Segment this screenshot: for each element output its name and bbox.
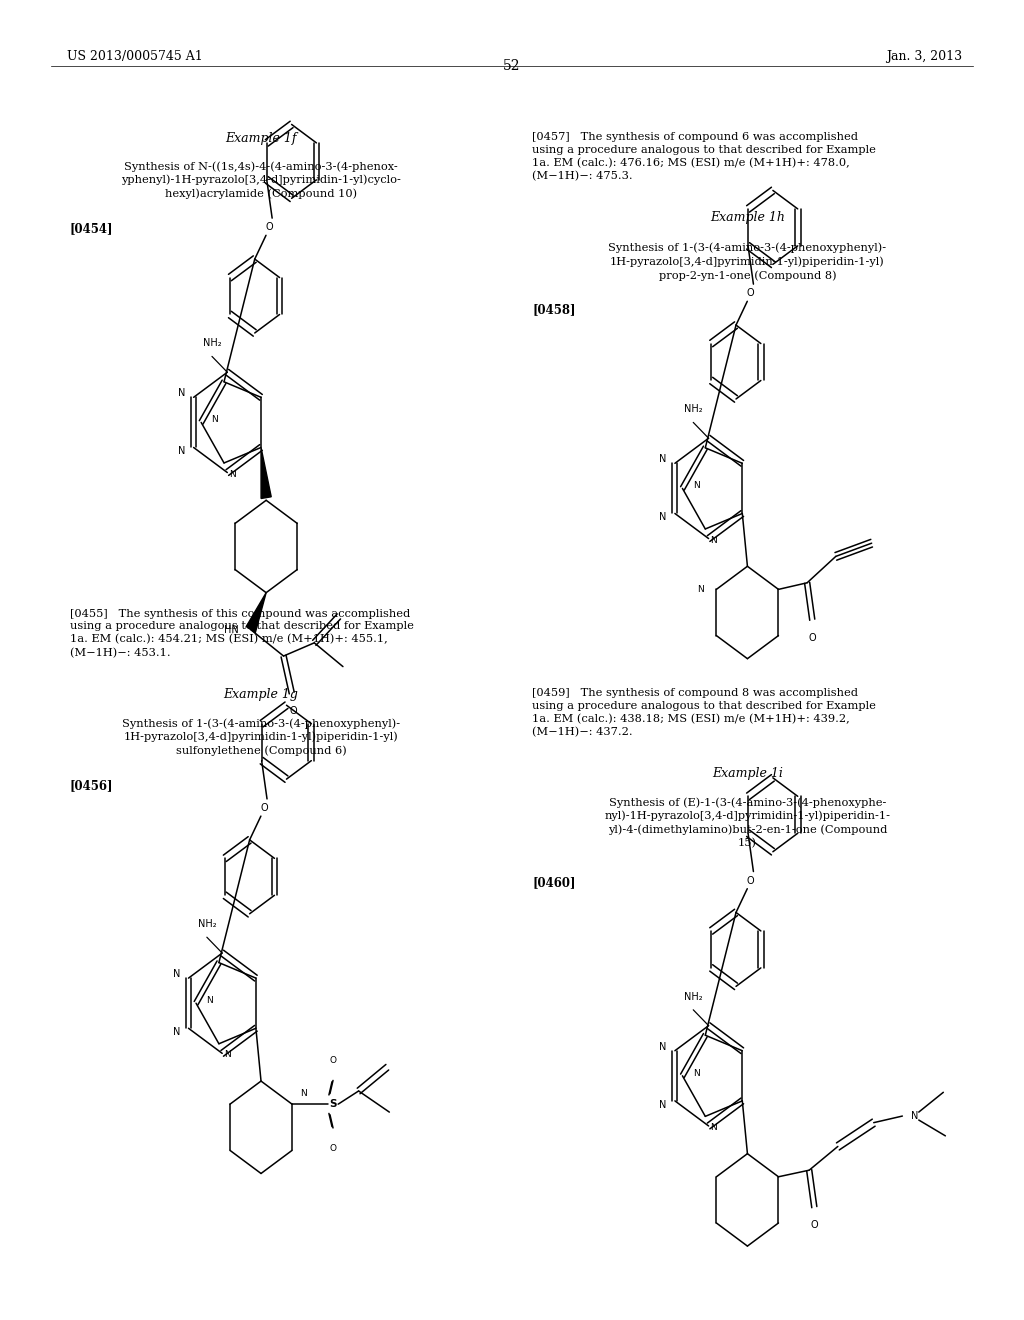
Text: NH₂: NH₂: [684, 404, 702, 414]
Text: Synthesis of N-((1s,4s)-4-(4-amino-3-(4-phenox-
yphenyl)-1H-pyrazolo[3,4-d]pyrim: Synthesis of N-((1s,4s)-4-(4-amino-3-(4-…: [121, 161, 401, 199]
Text: [0456]: [0456]: [70, 779, 113, 792]
Text: O: O: [330, 1143, 337, 1152]
Text: NH₂: NH₂: [684, 991, 702, 1002]
Text: [0457]   The synthesis of compound 6 was accomplished
using a procedure analogou: [0457] The synthesis of compound 6 was a…: [532, 132, 877, 181]
Text: O: O: [746, 875, 754, 886]
Text: Example 1f: Example 1f: [225, 132, 297, 145]
Text: NH₂: NH₂: [198, 919, 216, 929]
Text: N: N: [659, 454, 667, 465]
Text: Example 1g: Example 1g: [223, 688, 299, 701]
Text: N: N: [223, 1051, 230, 1060]
Polygon shape: [261, 447, 271, 499]
Text: US 2013/0005745 A1: US 2013/0005745 A1: [67, 50, 203, 63]
Text: O: O: [290, 706, 298, 717]
Polygon shape: [247, 593, 266, 632]
Text: N: N: [173, 969, 180, 979]
Text: Synthesis of 1-(3-(4-amino-3-(4-phenoxyphenyl)-
1H-pyrazolo[3,4-d]pyrimidin-1-yl: Synthesis of 1-(3-(4-amino-3-(4-phenoxyp…: [122, 718, 400, 756]
Text: N: N: [228, 470, 236, 479]
Text: N: N: [659, 1100, 667, 1110]
Text: N: N: [692, 482, 699, 490]
Text: Synthesis of 1-(3-(4-amino-3-(4-phenoxyphenyl)-
1H-pyrazolo[3,4-d]pyrimidin-1-yl: Synthesis of 1-(3-(4-amino-3-(4-phenoxyp…: [608, 243, 887, 281]
Text: [0454]: [0454]: [70, 222, 113, 235]
Text: N: N: [178, 446, 185, 457]
Text: O: O: [330, 1056, 337, 1064]
Text: 52: 52: [503, 59, 521, 74]
Text: Example 1i: Example 1i: [712, 767, 783, 780]
Text: N: N: [211, 416, 218, 424]
Text: N: N: [178, 388, 185, 399]
Text: N: N: [910, 1111, 918, 1121]
Text: N: N: [710, 1123, 717, 1133]
Text: [0460]: [0460]: [532, 876, 575, 890]
Text: S: S: [330, 1100, 337, 1109]
Text: N: N: [710, 536, 717, 545]
Text: N: N: [659, 512, 667, 523]
Text: [0458]: [0458]: [532, 304, 575, 317]
Text: O: O: [260, 803, 267, 813]
Text: N: N: [300, 1089, 307, 1098]
Text: [0455]   The synthesis of this compound was accomplished
using a procedure analo: [0455] The synthesis of this compound wa…: [70, 609, 414, 657]
Text: NH₂: NH₂: [203, 338, 221, 348]
Text: N: N: [697, 585, 705, 594]
Text: O: O: [808, 634, 816, 643]
Text: O: O: [746, 288, 754, 298]
Text: O: O: [810, 1220, 818, 1230]
Text: Example 1h: Example 1h: [710, 211, 785, 224]
Text: N: N: [692, 1069, 699, 1077]
Text: [0459]   The synthesis of compound 8 was accomplished
using a procedure analogou: [0459] The synthesis of compound 8 was a…: [532, 688, 877, 737]
Text: O: O: [265, 222, 272, 232]
Text: Jan. 3, 2013: Jan. 3, 2013: [887, 50, 963, 63]
Text: Synthesis of (E)-1-(3-(4-amino-3-(4-phenoxyphe-
nyl)-1H-pyrazolo[3,4-d]pyrimidin: Synthesis of (E)-1-(3-(4-amino-3-(4-phen…: [604, 797, 891, 849]
Text: N: N: [173, 1027, 180, 1038]
Text: N: N: [206, 997, 213, 1005]
Text: N: N: [659, 1041, 667, 1052]
Text: HN: HN: [224, 624, 239, 635]
